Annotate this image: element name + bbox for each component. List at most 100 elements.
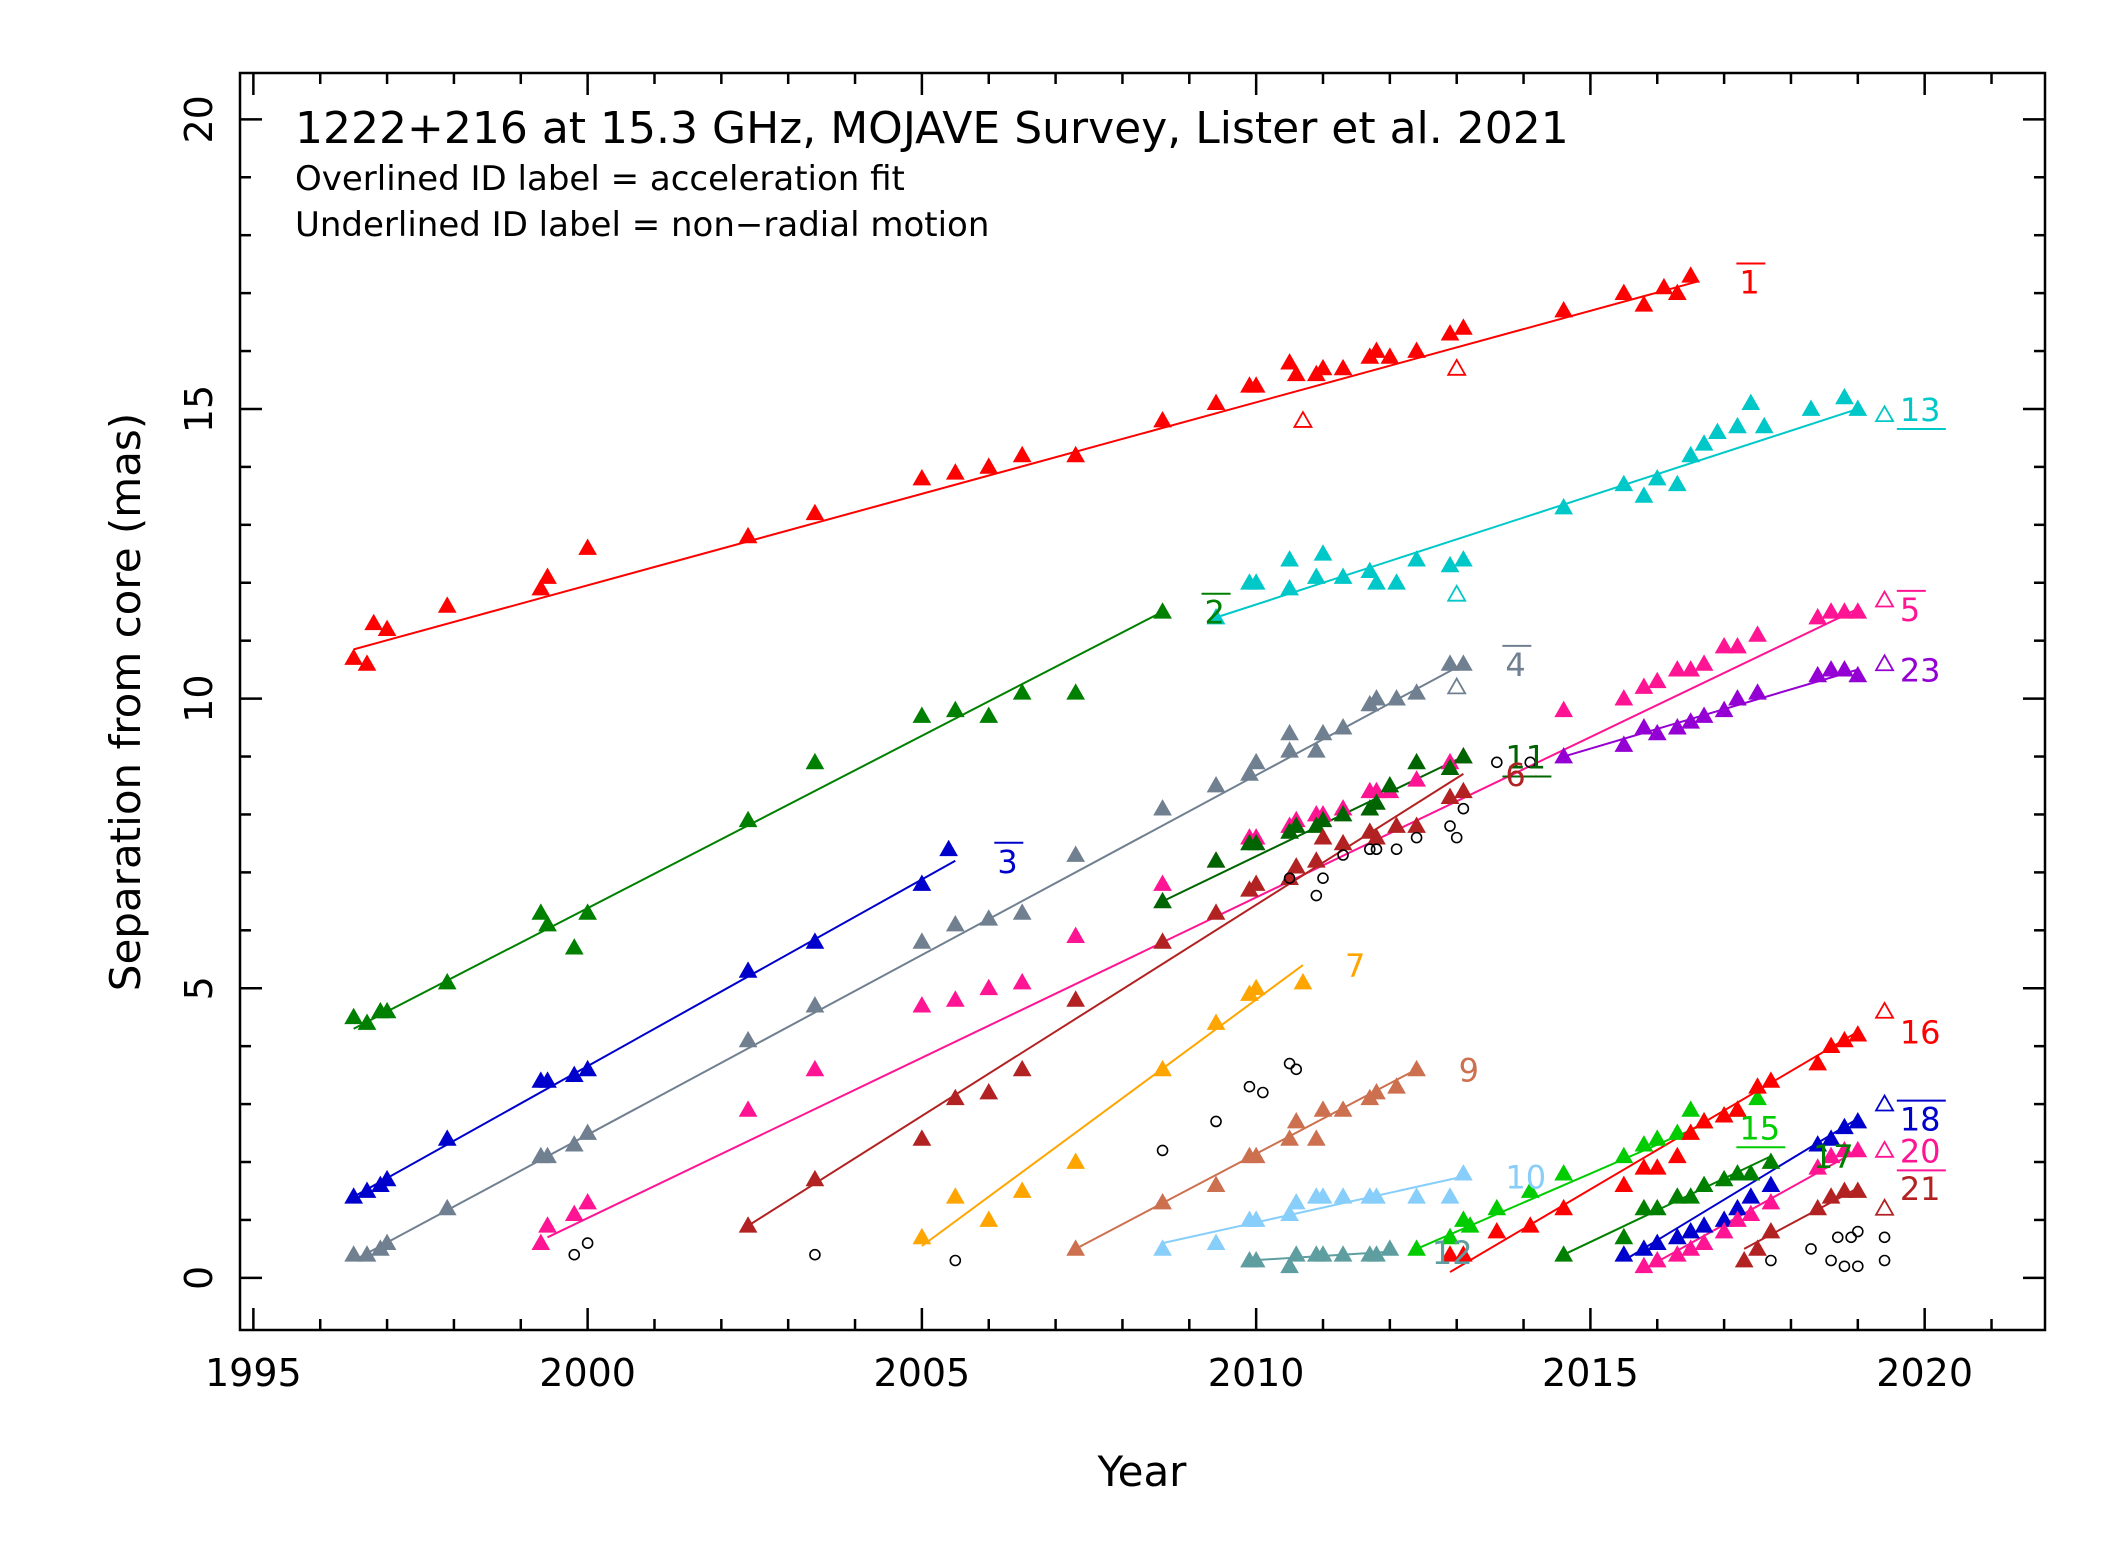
point-3 (377, 1169, 397, 1187)
point-13 (1634, 486, 1654, 503)
point-7 (1246, 978, 1266, 996)
point-21 (1848, 1181, 1868, 1198)
point-16 (1728, 1100, 1747, 1117)
point-1 (1654, 277, 1674, 295)
open-point-1 (1446, 358, 1467, 376)
point-6 (805, 1169, 825, 1187)
point-13 (1708, 422, 1727, 440)
unidentified-point (1845, 1231, 1857, 1244)
point-2 (538, 915, 557, 932)
unidentified-point (1390, 843, 1403, 856)
point-1 (1286, 364, 1306, 382)
point-23 (1614, 735, 1634, 752)
point-17 (1614, 1227, 1634, 1245)
point-21 (1761, 1222, 1781, 1239)
fit-line-2 (353, 610, 1164, 1030)
point-2 (1066, 683, 1086, 700)
y-tick-label: 5 (177, 976, 221, 1000)
point-1 (1066, 445, 1086, 463)
fit-line-1 (353, 280, 1698, 651)
point-11 (1367, 793, 1386, 810)
series-label-3: 3 (997, 843, 1017, 881)
point-7 (945, 1187, 965, 1204)
unidentified-point (1805, 1243, 1817, 1255)
point-9 (1333, 1100, 1353, 1117)
series-label-21: 21 (1900, 1170, 1941, 1208)
point-2 (912, 706, 932, 723)
unidentified-point (1838, 1260, 1851, 1273)
unidentified-point (1317, 872, 1329, 884)
point-4 (1280, 741, 1299, 758)
point-7 (979, 1210, 999, 1227)
point-16 (1694, 1111, 1714, 1129)
point-20 (1741, 1204, 1761, 1222)
point-6 (1440, 787, 1460, 804)
point-7 (1012, 1181, 1032, 1198)
point-4 (1280, 723, 1299, 741)
unidentified-point (1283, 872, 1296, 884)
point-15 (1554, 1164, 1574, 1181)
point-13 (1306, 567, 1326, 584)
point-1 (1012, 445, 1032, 463)
point-11 (1206, 851, 1226, 868)
fit-line-21 (1743, 1187, 1859, 1250)
point-16 (1808, 1054, 1828, 1071)
point-23 (1848, 665, 1868, 683)
point-17 (1681, 1187, 1701, 1204)
unidentified-point (1491, 756, 1503, 769)
point-9 (1153, 1193, 1172, 1210)
point-1 (1206, 393, 1226, 411)
point-2 (344, 1007, 364, 1025)
point-5 (979, 978, 999, 996)
point-2 (979, 706, 999, 723)
point-1 (738, 526, 758, 544)
point-1 (1454, 318, 1473, 335)
point-23 (1647, 723, 1667, 741)
point-1 (1367, 341, 1386, 358)
point-20 (1634, 1256, 1654, 1274)
series-label-17: 17 (1813, 1138, 1854, 1176)
point-16 (1714, 1106, 1734, 1123)
point-5 (1728, 636, 1747, 654)
unidentified-point (1310, 889, 1323, 902)
point-23 (1748, 683, 1767, 700)
point-5 (1614, 689, 1634, 706)
point-17 (1694, 1175, 1714, 1193)
point-1 (538, 567, 557, 584)
point-5 (538, 1216, 557, 1233)
series-label-9: 9 (1459, 1051, 1479, 1089)
point-9 (1246, 1146, 1266, 1164)
point-21 (1734, 1250, 1754, 1268)
open-point-16 (1874, 1001, 1895, 1019)
point-10 (1286, 1193, 1306, 1210)
point-13 (1647, 468, 1667, 486)
point-17 (1554, 1245, 1574, 1262)
point-13 (1848, 399, 1868, 416)
point-16 (1554, 1198, 1574, 1216)
point-15 (1667, 1123, 1687, 1140)
point-13 (1206, 607, 1226, 625)
point-23 (1714, 700, 1734, 718)
point-5 (912, 996, 932, 1013)
point-13 (1454, 550, 1473, 567)
point-15 (1748, 1088, 1767, 1106)
point-15 (1407, 1239, 1426, 1256)
point-15 (1614, 1146, 1634, 1164)
point-9 (1066, 1239, 1086, 1256)
point-5 (1667, 660, 1687, 677)
point-4 (979, 909, 999, 926)
point-23 (1835, 660, 1854, 677)
point-1 (531, 579, 551, 596)
point-16 (1647, 1158, 1667, 1175)
point-7 (1293, 972, 1313, 990)
point-1 (1667, 283, 1687, 300)
point-2 (1012, 683, 1032, 700)
series-label-18: 18 (1900, 1101, 1941, 1139)
chart-title: 1222+216 at 15.3 GHz, MOJAVE Survey, Lis… (295, 103, 1569, 154)
point-2 (377, 1001, 397, 1019)
unidentified-point (1363, 843, 1376, 856)
point-4 (357, 1245, 377, 1262)
point-15 (1634, 1135, 1654, 1152)
point-1 (805, 503, 825, 521)
point-23 (1694, 706, 1714, 723)
